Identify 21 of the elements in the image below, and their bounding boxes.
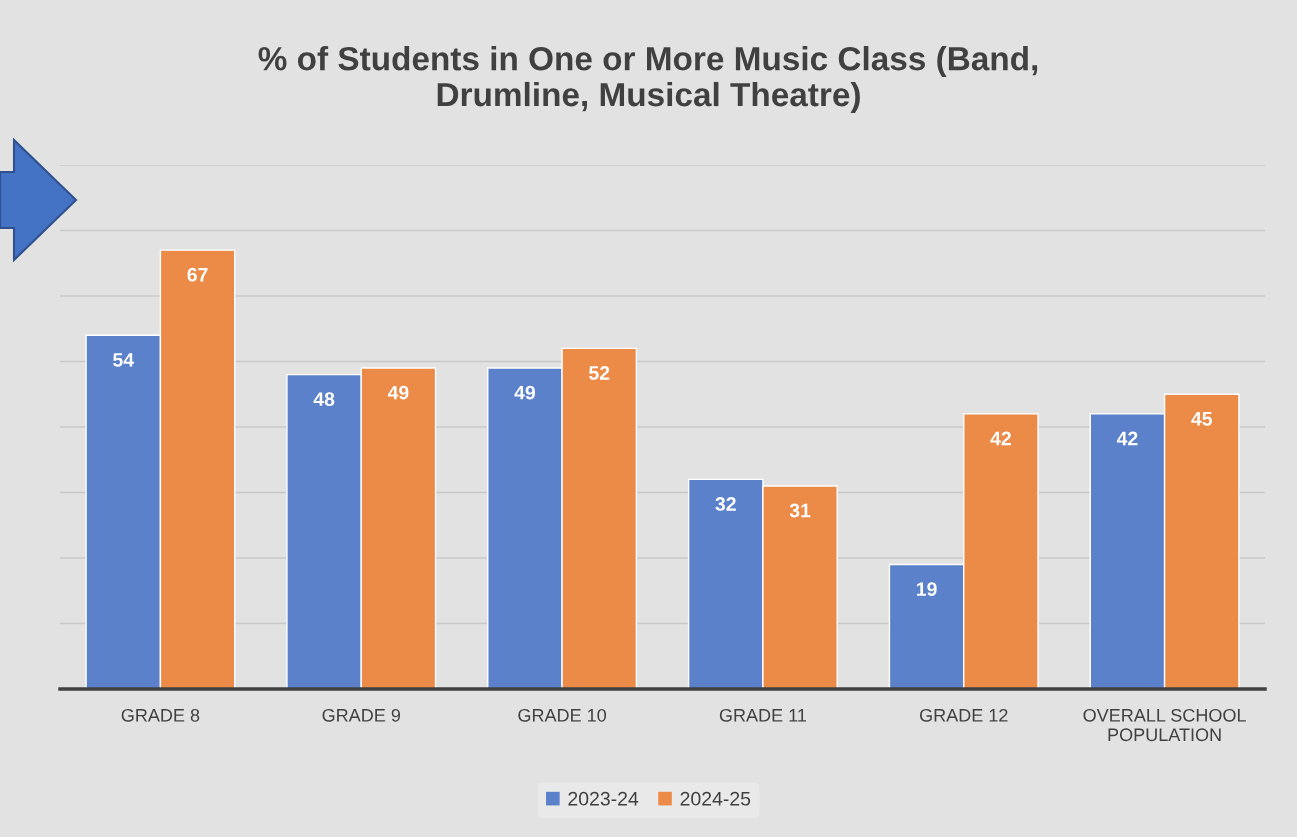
- x-tick-label: GRADE 11: [719, 708, 807, 722]
- data-label: 42: [1116, 431, 1138, 446]
- data-label: 67: [187, 267, 208, 282]
- legend-label: 2023-24: [568, 791, 639, 806]
- x-tick-label: GRADE 8: [121, 708, 200, 722]
- x-tick-label: GRADE 10: [518, 708, 607, 722]
- data-label: 19: [917, 582, 937, 596]
- data-label: 54: [113, 353, 134, 367]
- data-label: 45: [1191, 412, 1213, 426]
- chart-title: % of Students in One or More Music Class (Band, Drumline, Musical Theatre): [258, 46, 1038, 113]
- data-label: 49: [387, 385, 409, 400]
- x-tick-label: OVERALL SCHOOL POPULATION: [1083, 708, 1246, 742]
- legend-label: 2024-25: [680, 791, 751, 806]
- data-label: 49: [514, 385, 536, 400]
- data-label: 32: [715, 497, 736, 511]
- data-label: 52: [589, 366, 610, 380]
- data-label: 42: [990, 431, 1011, 446]
- x-tick-label: GRADE 9: [322, 708, 401, 722]
- data-label: 31: [789, 503, 811, 518]
- x-tick-label: GRADE 12: [920, 708, 1008, 722]
- data-label: 48: [313, 392, 335, 407]
